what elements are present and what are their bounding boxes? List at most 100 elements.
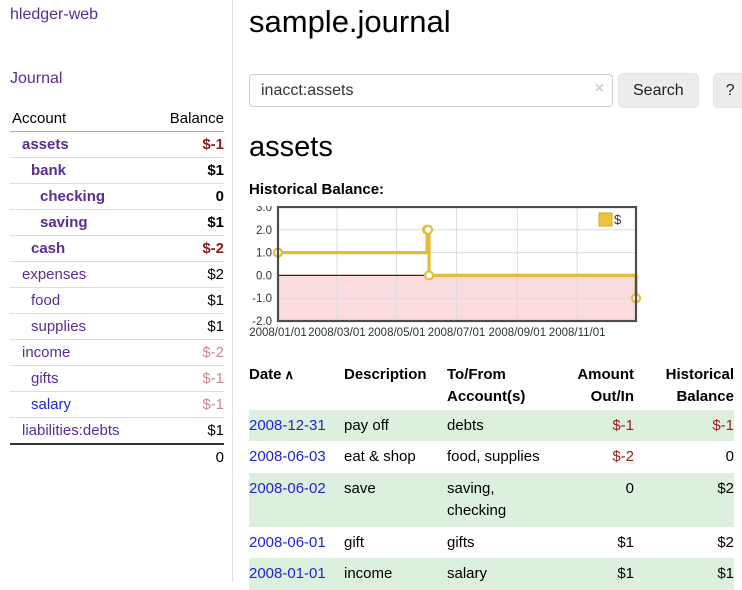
svg-text:3.0: 3.0 [256,206,272,214]
account-table-header: Account Balance [10,108,224,132]
transaction-amount: $1 [617,533,634,551]
svg-text:2008/07/01: 2008/07/01 [428,327,486,339]
table-row: liabilities:debts $1 [10,417,224,445]
account-link-expenses[interactable]: expenses [22,266,87,283]
search-button[interactable]: Search [618,73,699,108]
transaction-balance: $2 [717,533,734,551]
transaction-amount: $1 [617,565,634,583]
table-row: salary $-1 [10,391,224,418]
transaction-amount: 0 [625,480,634,497]
transaction-date-link[interactable]: 2008-12-31 [249,416,326,434]
account-balance: $1 [207,422,224,439]
svg-text:2008/05/01: 2008/05/01 [368,327,426,339]
account-balance: $1 [207,214,224,231]
transaction-description: pay off [344,416,389,434]
transaction-balance: 0 [725,448,734,466]
account-balance: $-2 [202,240,224,257]
account-link-assets[interactable]: assets [22,136,69,153]
account-link-cash[interactable]: cash [31,240,66,257]
account-balance: $-1 [202,396,224,413]
table-row: supplies $1 [10,313,224,340]
svg-text:$: $ [614,212,622,227]
table-row: checking 0 [10,183,224,210]
transaction-date-link[interactable]: 2008-06-03 [249,448,326,466]
table-row: bank $1 [10,157,224,184]
svg-text:2.0: 2.0 [256,225,272,237]
account-balance: $-1 [202,370,224,387]
table-row: food $1 [10,287,224,314]
sort-ascending-icon[interactable]: ∧ [284,367,295,382]
transaction-date-link[interactable]: 2008-06-01 [249,533,326,551]
balance-column-header: Balance [151,108,224,132]
transaction-row: 2008-01-01 income salary $1 $1 [249,558,734,590]
transaction-description: gift [344,533,365,551]
transaction-row: 2008-06-02 save saving, checking 0 $2 [249,473,734,527]
account-balance: 0 [215,188,224,205]
transaction-row: 2008-06-01 gift gifts $1 $2 [249,527,734,559]
sidebar-item-journal[interactable]: Journal [10,70,63,87]
account-link-checking[interactable]: checking [40,188,106,205]
table-row: gifts $-1 [10,365,224,392]
sidebar: hledger-web Journal Account Balance asse… [0,0,233,582]
transaction-date-link[interactable]: 2008-06-02 [249,480,326,497]
svg-text:2008/11/01: 2008/11/01 [549,327,606,339]
account-link-income[interactable]: income [22,344,71,361]
transaction-accounts: debts [447,416,484,434]
register-table: Date ∧ Description To/From Account(s) Amo… [249,362,734,590]
svg-text:-1.0: -1.0 [252,293,272,305]
account-link-food[interactable]: food [31,292,61,309]
transaction-balance: $1 [717,565,734,583]
svg-text:1.0: 1.0 [256,248,272,260]
transaction-balance: $-1 [712,416,734,434]
transaction-amount: $-1 [612,416,634,434]
account-balance: $-1 [202,136,224,153]
transaction-row: 2008-12-31 pay off debts $-1 $-1 [249,409,734,442]
transaction-description: save [344,480,376,497]
transaction-balance: $2 [717,480,734,497]
account-balance: $1 [207,318,224,335]
account-balance: $-2 [202,344,224,361]
date-column-header[interactable]: Date ∧ [249,366,295,383]
table-row: saving $1 [10,209,224,236]
svg-text:2008/01/01: 2008/01/01 [249,327,307,339]
transaction-description: eat & shop [344,448,416,466]
main-content: sample.journal × Search ? assets Histori… [233,0,742,590]
account-heading: assets [249,131,333,163]
account-total-row: 0 [10,444,224,470]
total-balance: 0 [215,449,224,466]
account-balance: $1 [207,292,224,309]
svg-text:2008/09/01: 2008/09/01 [489,327,547,339]
transaction-accounts: saving, checking [447,480,507,519]
svg-text:2008/03/01: 2008/03/01 [308,327,366,339]
transaction-row: 2008-06-03 eat & shop food, supplies $-2… [249,441,734,473]
account-link-supplies[interactable]: supplies [31,318,87,335]
account-balance-table: Account Balance assets $-1 bank $1 check… [10,108,224,470]
chart-title: Historical Balance: [249,181,385,198]
transaction-amount: $-2 [612,448,634,466]
search-input[interactable] [249,74,613,107]
page-title: sample.journal [249,4,451,39]
svg-text:-2.0: -2.0 [252,316,272,328]
help-button[interactable]: ? [712,73,742,108]
table-row: assets $-1 [10,132,224,158]
clear-search-icon[interactable]: × [594,80,604,97]
transaction-accounts: gifts [447,533,475,551]
description-column-header: Description [344,366,427,383]
account-balance: $1 [207,162,224,179]
table-row: income $-2 [10,339,224,366]
transaction-date-link[interactable]: 2008-01-01 [249,565,326,583]
account-link-gifts[interactable]: gifts [31,370,59,387]
account-link-saving[interactable]: saving [40,214,88,231]
transaction-accounts: salary [447,565,488,583]
account-link-liabilities-debts[interactable]: liabilities:debts [22,422,120,439]
search-bar: × Search ? [249,73,742,108]
account-link-bank[interactable]: bank [31,162,67,179]
transaction-description: income [344,565,393,583]
app-brand-link[interactable]: hledger-web [10,6,99,23]
historical-balance-chart: 3.0 2.0 1.0 0.0 -1.0 -2.0 2008/01/01 2008/03/01… [243,202,742,340]
amount-column-header: Amount Out/In [577,366,634,405]
table-row: expenses $2 [10,261,224,288]
account-link-salary[interactable]: salary [31,396,72,413]
transaction-accounts: food, supplies [447,448,540,466]
